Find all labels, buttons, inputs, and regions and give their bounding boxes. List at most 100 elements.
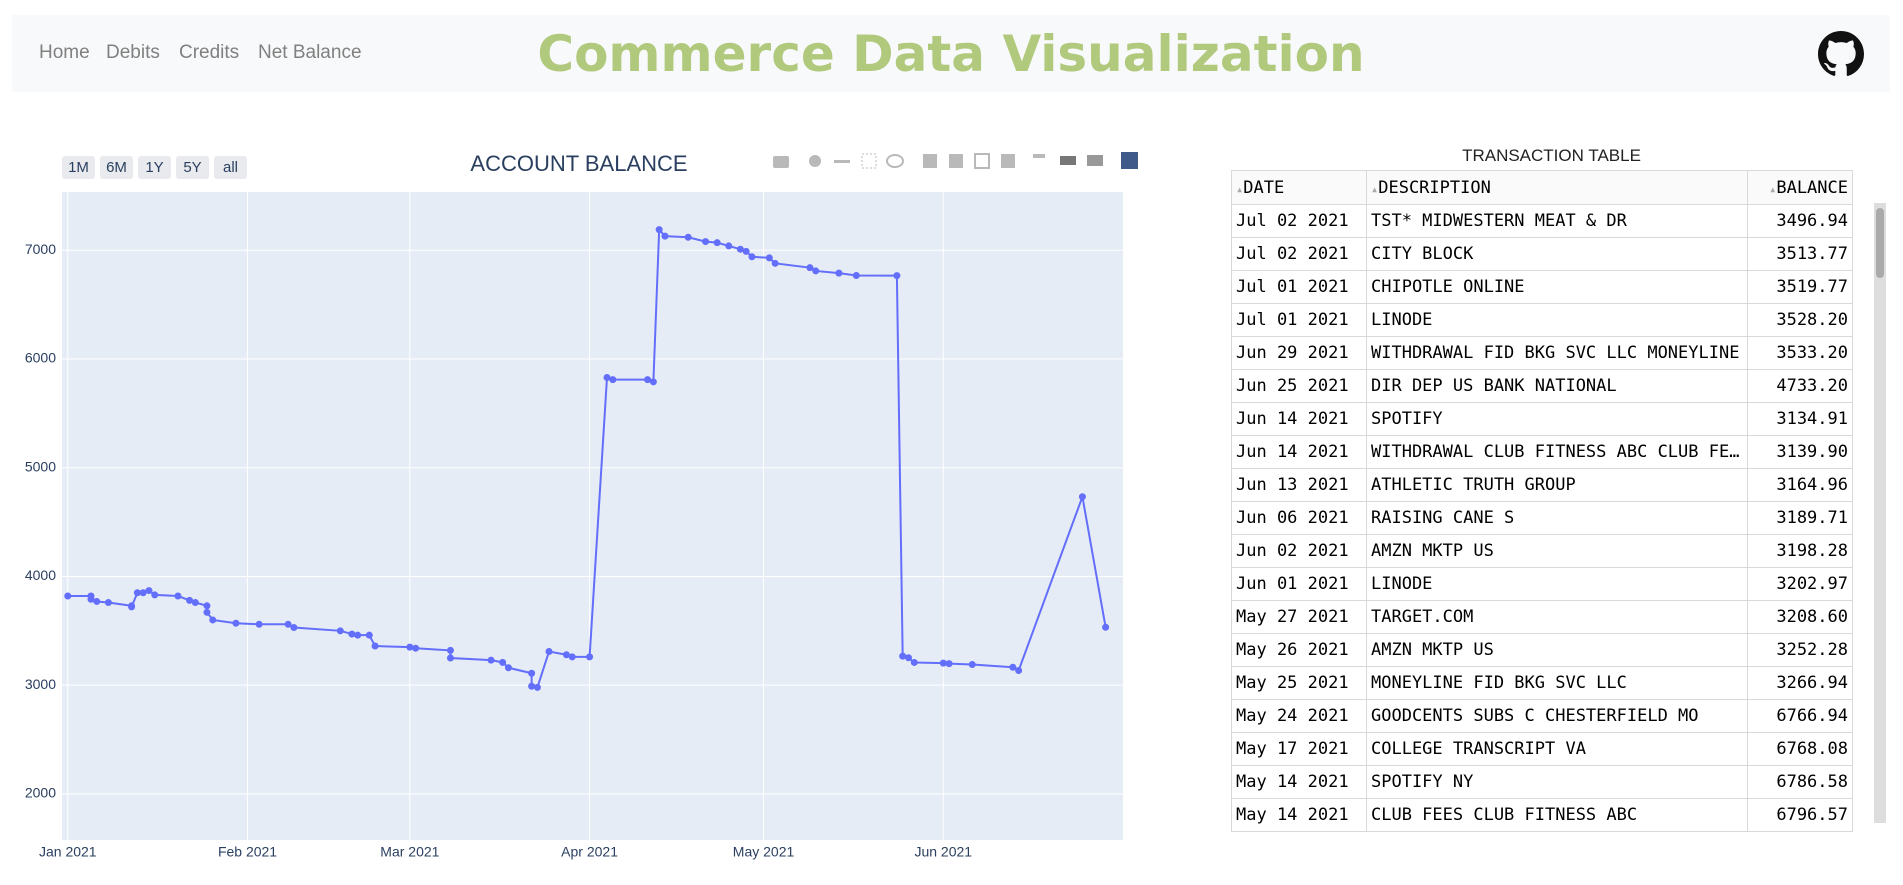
data-point bbox=[232, 619, 240, 627]
table-cell: 3164.96 bbox=[1747, 468, 1853, 502]
sort-icon[interactable]: ▴ bbox=[1769, 181, 1777, 196]
scroll-thumb[interactable] bbox=[1876, 208, 1884, 278]
data-point bbox=[893, 272, 901, 280]
scrollbar[interactable] bbox=[1874, 203, 1886, 823]
github-icon[interactable] bbox=[1818, 31, 1864, 77]
table-cell: Jun 02 2021 bbox=[1231, 534, 1367, 568]
sort-icon[interactable]: ▴ bbox=[1371, 181, 1379, 196]
column-header[interactable]: ▴DATE bbox=[1231, 170, 1367, 205]
data-point bbox=[151, 591, 159, 599]
table-cell: CITY BLOCK bbox=[1366, 237, 1748, 271]
transaction-table: ▴DATE ▴DESCRIPTION ▴BALANCE Jul 02 2021 TST… bbox=[1231, 170, 1853, 832]
sort-icon[interactable]: ▴ bbox=[1236, 181, 1244, 196]
data-point bbox=[910, 658, 918, 666]
data-point bbox=[64, 592, 72, 600]
nav-link[interactable]: Net Balance bbox=[258, 42, 362, 63]
x-tick-label: Mar 2021 bbox=[380, 844, 439, 860]
nav-link[interactable]: Debits bbox=[106, 42, 160, 63]
table-cell: Jun 14 2021 bbox=[1231, 402, 1367, 436]
data-point bbox=[446, 646, 454, 654]
table-cell: Jul 01 2021 bbox=[1231, 270, 1367, 304]
data-point bbox=[655, 226, 663, 234]
select-icon[interactable] bbox=[861, 153, 877, 169]
data-point bbox=[603, 373, 611, 381]
data-point bbox=[371, 642, 379, 650]
plotly-logo[interactable] bbox=[1121, 152, 1138, 169]
range-button[interactable] bbox=[62, 156, 95, 179]
table-cell: May 24 2021 bbox=[1231, 699, 1367, 733]
camera-icon[interactable] bbox=[773, 156, 789, 168]
column-header[interactable]: ▴DESCRIPTION bbox=[1366, 170, 1748, 205]
data-point bbox=[528, 669, 536, 677]
zoom-out-icon[interactable] bbox=[949, 154, 963, 168]
table-cell: LINODE bbox=[1366, 303, 1748, 337]
table-cell: WITHDRAWAL CLUB FITNESS ABC CLUB FE… bbox=[1366, 435, 1748, 469]
table-cell: RAISING CANE S bbox=[1366, 501, 1748, 535]
data-point bbox=[852, 272, 860, 280]
zoom-in-icon[interactable] bbox=[923, 154, 937, 168]
data-point bbox=[533, 683, 541, 691]
table-cell: DIR DEP US BANK NATIONAL bbox=[1366, 369, 1748, 403]
data-point bbox=[1102, 623, 1110, 631]
header-label: BALANCE bbox=[1776, 177, 1848, 198]
modebar bbox=[773, 152, 1138, 169]
data-point bbox=[1009, 663, 1017, 671]
table-row: May 14 2021 SPOTIFY NY 6786.58 bbox=[1231, 765, 1853, 799]
table-row: May 27 2021 TARGET.COM 3208.60 bbox=[1231, 600, 1853, 634]
table-cell: SPOTIFY bbox=[1366, 402, 1748, 436]
table-cell: GOODCENTS SUBS C CHESTERFIELD MO bbox=[1366, 699, 1748, 733]
table-cell: 6786.58 bbox=[1747, 765, 1853, 799]
data-point bbox=[209, 616, 217, 624]
table-row: Jun 06 2021 RAISING CANE S 3189.71 bbox=[1231, 501, 1853, 535]
range-button[interactable] bbox=[214, 156, 247, 179]
data-point bbox=[1015, 666, 1023, 674]
data-point bbox=[104, 599, 112, 607]
table-cell: LINODE bbox=[1366, 567, 1748, 601]
y-tick-label: 6000 bbox=[25, 350, 56, 366]
data-point bbox=[644, 376, 652, 384]
plot-area bbox=[62, 192, 1123, 840]
range-button[interactable] bbox=[138, 156, 171, 179]
data-point bbox=[939, 659, 947, 667]
x-tick-label: Jan 2021 bbox=[39, 844, 97, 860]
table-row: Jun 13 2021 ATHLETIC TRUTH GROUP 3164.96 bbox=[1231, 468, 1853, 502]
range-button[interactable] bbox=[176, 156, 209, 179]
data-point bbox=[139, 589, 147, 597]
x-tick-label: Apr 2021 bbox=[561, 844, 618, 860]
nav-link[interactable]: Home bbox=[39, 42, 90, 63]
table-cell: MONEYLINE FID BKG SVC LLC bbox=[1366, 666, 1748, 700]
hover-compare-icon[interactable] bbox=[1087, 155, 1103, 166]
pan-icon[interactable] bbox=[834, 160, 850, 163]
table-cell: 3513.77 bbox=[1747, 237, 1853, 271]
spike-icon[interactable] bbox=[1033, 154, 1045, 158]
column-header[interactable]: ▴BALANCE bbox=[1747, 170, 1853, 205]
data-point bbox=[968, 661, 976, 669]
data-point bbox=[725, 242, 733, 250]
data-point bbox=[661, 232, 669, 240]
table-cell: 3134.91 bbox=[1747, 402, 1853, 436]
table-cell: CLUB FEES CLUB FITNESS ABC bbox=[1366, 798, 1748, 832]
data-point bbox=[748, 253, 756, 261]
data-point bbox=[1078, 493, 1086, 501]
data-point bbox=[904, 654, 912, 662]
zoom-icon[interactable] bbox=[809, 155, 821, 167]
autoscale-icon[interactable] bbox=[974, 153, 990, 169]
lasso-icon[interactable] bbox=[886, 154, 904, 168]
table-cell: AMZN MKTP US bbox=[1366, 633, 1748, 667]
table-row: May 26 2021 AMZN MKTP US 3252.28 bbox=[1231, 633, 1853, 667]
data-point bbox=[562, 651, 570, 659]
table-row: Jul 01 2021 LINODE 3528.20 bbox=[1231, 303, 1853, 337]
table-row: May 14 2021 CLUB FEES CLUB FITNESS ABC 679… bbox=[1231, 798, 1853, 832]
table-cell: TARGET.COM bbox=[1366, 600, 1748, 634]
hover-closest-icon[interactable] bbox=[1060, 156, 1076, 165]
x-tick-label: Feb 2021 bbox=[218, 844, 277, 860]
header-row: ▴DATE ▴DESCRIPTION ▴BALANCE bbox=[1231, 170, 1853, 205]
nav-link[interactable]: Credits bbox=[179, 42, 240, 63]
data-point bbox=[771, 259, 779, 267]
reset-icon[interactable] bbox=[1001, 154, 1015, 168]
data-point bbox=[186, 596, 194, 604]
range-button[interactable] bbox=[100, 156, 133, 179]
data-point bbox=[128, 603, 136, 611]
table-row: Jun 14 2021 WITHDRAWAL CLUB FITNESS ABC C… bbox=[1231, 435, 1853, 469]
table-row: Jun 01 2021 LINODE 3202.97 bbox=[1231, 567, 1853, 601]
